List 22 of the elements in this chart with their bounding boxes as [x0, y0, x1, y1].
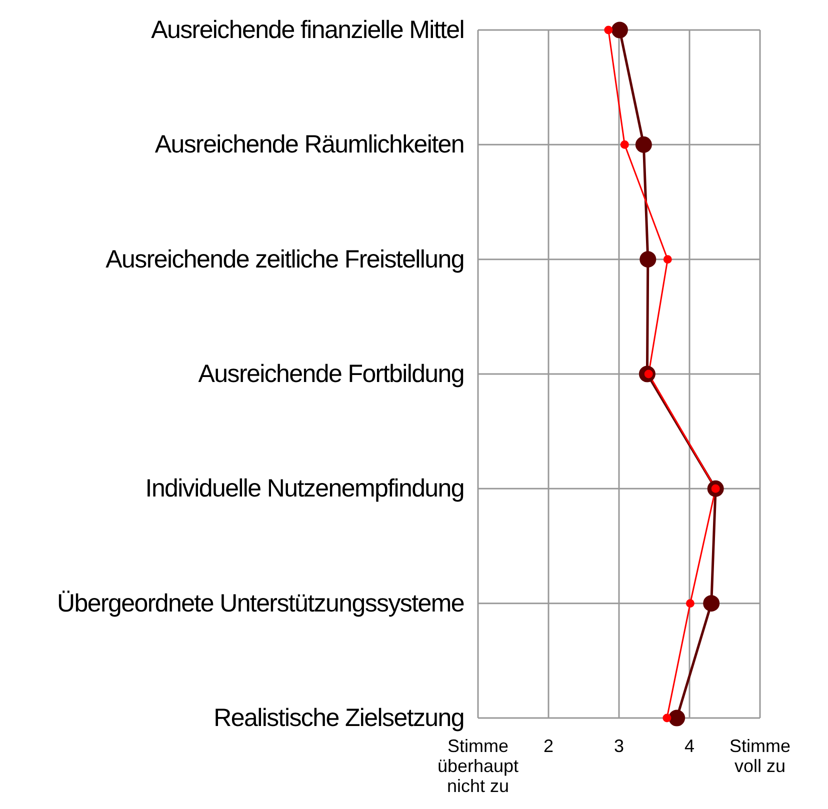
y-tick-label: Ausreichende Räumlichkeiten [154, 130, 464, 159]
point [703, 595, 720, 612]
point [668, 710, 686, 726]
point [611, 22, 628, 38]
point [640, 251, 656, 268]
y-tick-label: Übergeordnete Unterstützungssysteme [57, 589, 464, 618]
point [604, 26, 613, 34]
x-tick-label: 4 [684, 736, 695, 756]
x-tick-label: Stimme voll zu [729, 736, 791, 776]
y-tick-label: Ausreichende zeitliche Freistellung [106, 245, 464, 274]
point [620, 140, 629, 149]
y-tick-label: Ausreichende Fortbildung [198, 360, 464, 388]
point [686, 599, 694, 608]
y-tick-label: Ausreichende finanzielle Mittel [151, 16, 464, 44]
y-tick-label: Realistische Zielsetzung [214, 704, 464, 732]
point [635, 136, 652, 153]
x-tick-label: Stimme überhaupt nicht zu [437, 736, 519, 796]
x-tick-label: 2 [543, 736, 554, 756]
point [662, 714, 672, 722]
y-tick-label: Individuelle Nutzenempfindung [145, 474, 464, 503]
x-tick-label: 3 [614, 736, 624, 756]
point [663, 255, 672, 264]
